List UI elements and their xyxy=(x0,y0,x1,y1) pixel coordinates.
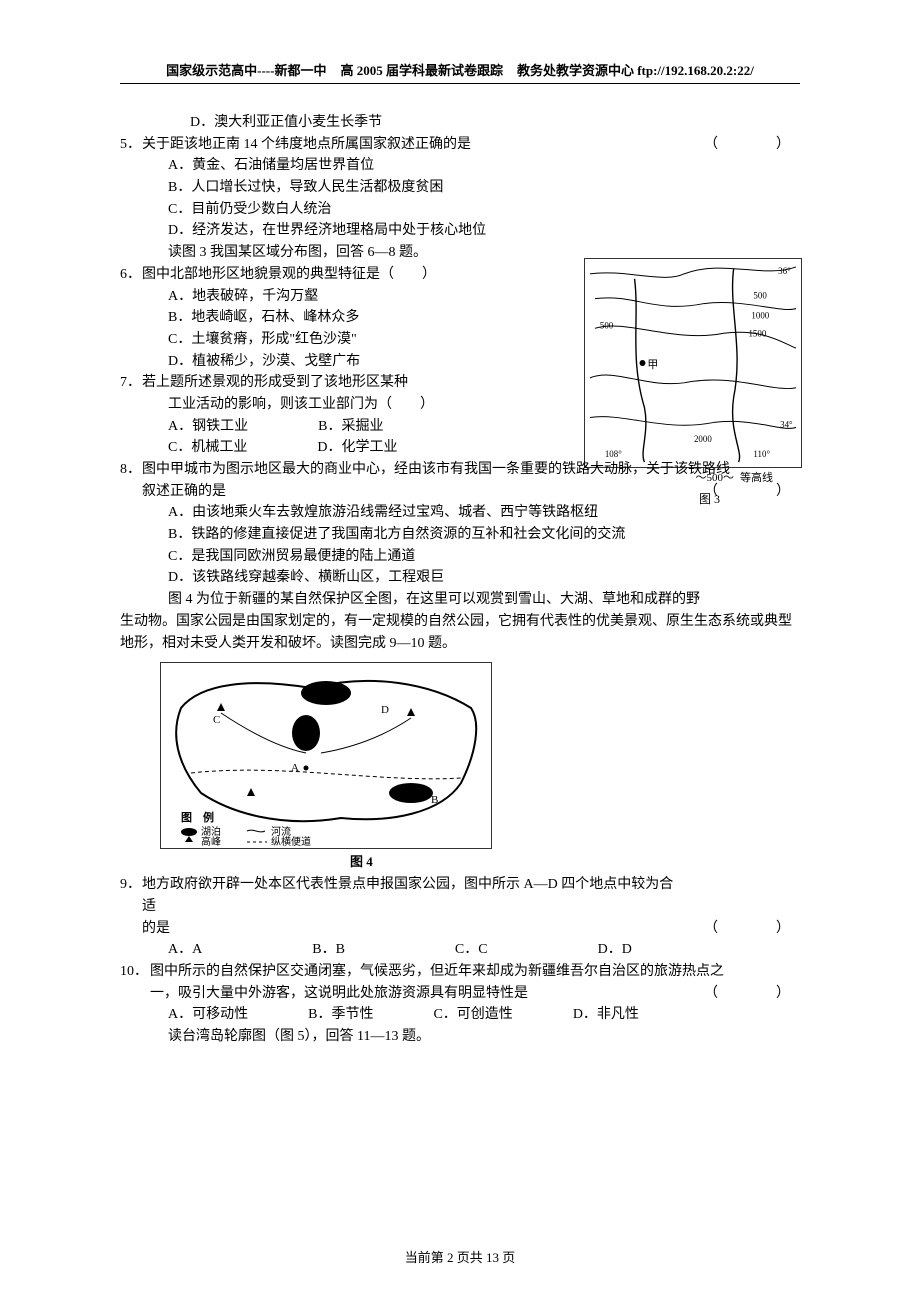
q10-number: 10． xyxy=(120,961,150,983)
q9-c: C．C xyxy=(455,939,488,961)
q7-stem1: 若上题所述景观的形成受到了该地形区某种 xyxy=(142,372,550,394)
q7-b: B．采掘业 xyxy=(318,416,383,438)
svg-text:甲: 甲 xyxy=(647,359,658,371)
svg-text:110°: 110° xyxy=(753,449,770,459)
q7-number: 7． xyxy=(120,372,142,394)
q6-number: 6． xyxy=(120,264,142,286)
q10-stem: 图中所示的自然保护区交通闭塞，气候恶劣，但近年来却成为新疆维吾尔自治区的旅游热点… xyxy=(150,961,800,1004)
q9-stem2: 适 xyxy=(120,896,800,918)
svg-text:C: C xyxy=(213,714,220,726)
svg-text:D: D xyxy=(381,704,389,716)
q9: 9． 地方政府欲开辟一处本区代表性景点申报国家公园，图中所示 A—D 四个地点中… xyxy=(120,874,800,896)
page-header: 国家级示范高中----新都一中 高 2005 届学科最新试卷跟踪 教务处教学资源… xyxy=(120,60,800,84)
answer-blank: （ ） xyxy=(704,983,800,1005)
q8-options: A．由该地乘火车去敦煌旅游沿线需经过宝鸡、城者、西宁等铁路枢纽 B．铁路的修建直… xyxy=(120,502,800,589)
q8-c: C．是我国同欧洲贸易最便捷的陆上通道 xyxy=(168,546,800,568)
svg-text:34°: 34° xyxy=(780,419,793,429)
q10-b: B．季节性 xyxy=(308,1004,373,1026)
q8-stem: 图中甲城市为图示地区最大的商业中心，经由该市有我国一条重要的铁路大动脉，关于该铁… xyxy=(142,459,800,502)
svg-text:图 例: 图 例 xyxy=(181,810,214,824)
intro-9-10-line2: 生动物。国家公园是由国家划定的，有一定规模的自然公园，它拥有代表性的优美景观、原… xyxy=(120,611,800,654)
q4-option-d: D．澳大利亚正值小麦生长季节 xyxy=(120,112,800,134)
figure-3-map: 36° 34° 108° 110° 500 1000 1500 2000 500… xyxy=(584,258,802,468)
q5-c: C．目前仍受少数白人统治 xyxy=(168,199,800,221)
q9-stem1: 地方政府欲开辟一处本区代表性景点申报国家公园，图中所示 A—D 四个地点中较为合 xyxy=(142,874,800,896)
header-right: 教务处教学资源中心 ftp://192.168.20.2:22/ xyxy=(517,60,754,79)
svg-text:1500: 1500 xyxy=(748,328,766,338)
svg-text:36°: 36° xyxy=(778,266,791,276)
q5: 5． 关于距该地正南 14 个纬度地点所属国家叙述正确的是 （ ） xyxy=(120,134,800,156)
q8-d: D．该铁路线穿越秦岭、横断山区，工程艰巨 xyxy=(168,567,800,589)
q9-d: D．D xyxy=(598,939,632,961)
q8: 8． 图中甲城市为图示地区最大的商业中心，经由该市有我国一条重要的铁路大动脉，关… xyxy=(120,459,800,502)
q7-d: D．化学工业 xyxy=(317,437,397,459)
q10-d: D．非凡性 xyxy=(573,1004,639,1026)
q6-c: C．土壤贫瘠，形成"红色沙漠" xyxy=(168,329,598,351)
figure-4-map: A B C D 图 例 湖泊 高峰 河流 纵横便道 xyxy=(160,662,492,849)
q10-a: A．可移动性 xyxy=(168,1004,248,1026)
intro-11-13: 读台湾岛轮廓图（图 5），回答 11—13 题。 xyxy=(120,1026,800,1048)
q9-stem3: 的是 xyxy=(120,918,170,940)
q6-options: A．地表破碎，千沟万壑 B．地表崎岖，石林、峰林众多 C．土壤贫瘠，形成"红色沙… xyxy=(120,286,598,373)
q5-d: D．经济发达，在世界经济地理格局中处于核心地位 xyxy=(168,220,800,242)
q5-stem: 关于距该地正南 14 个纬度地点所属国家叙述正确的是 xyxy=(142,134,800,156)
q9-stem3-row: 的是 （ ） xyxy=(120,918,800,940)
q5-a: A．黄金、石油储量均居世界首位 xyxy=(168,155,800,177)
q6-stem: 图中北部地形区地貌景观的典型特征是（ ） xyxy=(142,264,550,286)
q10-options: A．可移动性 B．季节性 C．可创造性 D．非凡性 xyxy=(120,1004,800,1026)
header-left: 国家级示范高中----新都一中 xyxy=(166,60,326,79)
answer-blank: （ ） xyxy=(704,918,800,940)
svg-text:高峰: 高峰 xyxy=(201,835,221,848)
svg-text:500: 500 xyxy=(753,291,767,301)
header-mid: 高 2005 届学科最新试卷跟踪 xyxy=(340,60,503,79)
svg-text:1000: 1000 xyxy=(751,310,769,320)
answer-blank: （ ） xyxy=(704,481,800,503)
q7-a: A．钢铁工业 xyxy=(168,416,248,438)
q10: 10． 图中所示的自然保护区交通闭塞，气候恶劣，但近年来却成为新疆维吾尔自治区的… xyxy=(120,961,800,1004)
q5-number: 5． xyxy=(120,134,142,156)
q10-c: C．可创造性 xyxy=(433,1004,512,1026)
q9-options: A．A B．B C．C D．D xyxy=(120,939,800,961)
svg-text:2000: 2000 xyxy=(694,434,712,444)
q9-number: 9． xyxy=(120,874,142,896)
q7: 7． 若上题所述景观的形成受到了该地形区某种 xyxy=(120,372,550,394)
svg-text:500: 500 xyxy=(600,320,614,330)
page-footer: 当前第 2 页共 13 页 xyxy=(0,1247,920,1266)
q7-options-row2: C．机械工业 D．化学工业 xyxy=(120,437,598,459)
intro-9-10-line1: 图 4 为位于新疆的某自然保护区全图，在这里可以观赏到雪山、大湖、草地和成群的野 xyxy=(120,589,800,611)
figure-4-wrap: A B C D 图 例 湖泊 高峰 河流 纵横便道 图 4 xyxy=(160,662,800,872)
svg-text:108°: 108° xyxy=(605,449,622,459)
q6-d: D．植被稀少，沙漠、戈壁广布 xyxy=(168,351,598,373)
svg-text:B: B xyxy=(431,794,438,806)
q5-b: B．人口增长过快，导致人民生活都极度贫困 xyxy=(168,177,800,199)
q7-stem2: 工业活动的影响，则该工业部门为（ ） xyxy=(120,394,598,416)
q6-a: A．地表破碎，千沟万壑 xyxy=(168,286,598,308)
q8-number: 8． xyxy=(120,459,142,481)
svg-text:纵横便道: 纵横便道 xyxy=(271,835,311,848)
svg-text:A: A xyxy=(291,762,299,774)
q5-options: A．黄金、石油储量均居世界首位 B．人口增长过快，导致人民生活都极度贫困 C．目… xyxy=(120,155,800,242)
q9-a: A．A xyxy=(168,939,202,961)
q8-b: B．铁路的修建直接促进了我国南北方自然资源的互补和社会文化间的交流 xyxy=(168,524,800,546)
figure-4-caption: 图 4 xyxy=(350,852,800,872)
q7-c: C．机械工业 xyxy=(168,437,247,459)
q6: 6． 图中北部地形区地貌景观的典型特征是（ ） xyxy=(120,264,550,286)
q6-b: B．地表崎岖，石林、峰林众多 xyxy=(168,307,598,329)
q9-b: B．B xyxy=(312,939,345,961)
q7-options-row1: A．钢铁工业 B．采掘业 xyxy=(120,416,598,438)
answer-blank: （ ） xyxy=(704,134,800,156)
